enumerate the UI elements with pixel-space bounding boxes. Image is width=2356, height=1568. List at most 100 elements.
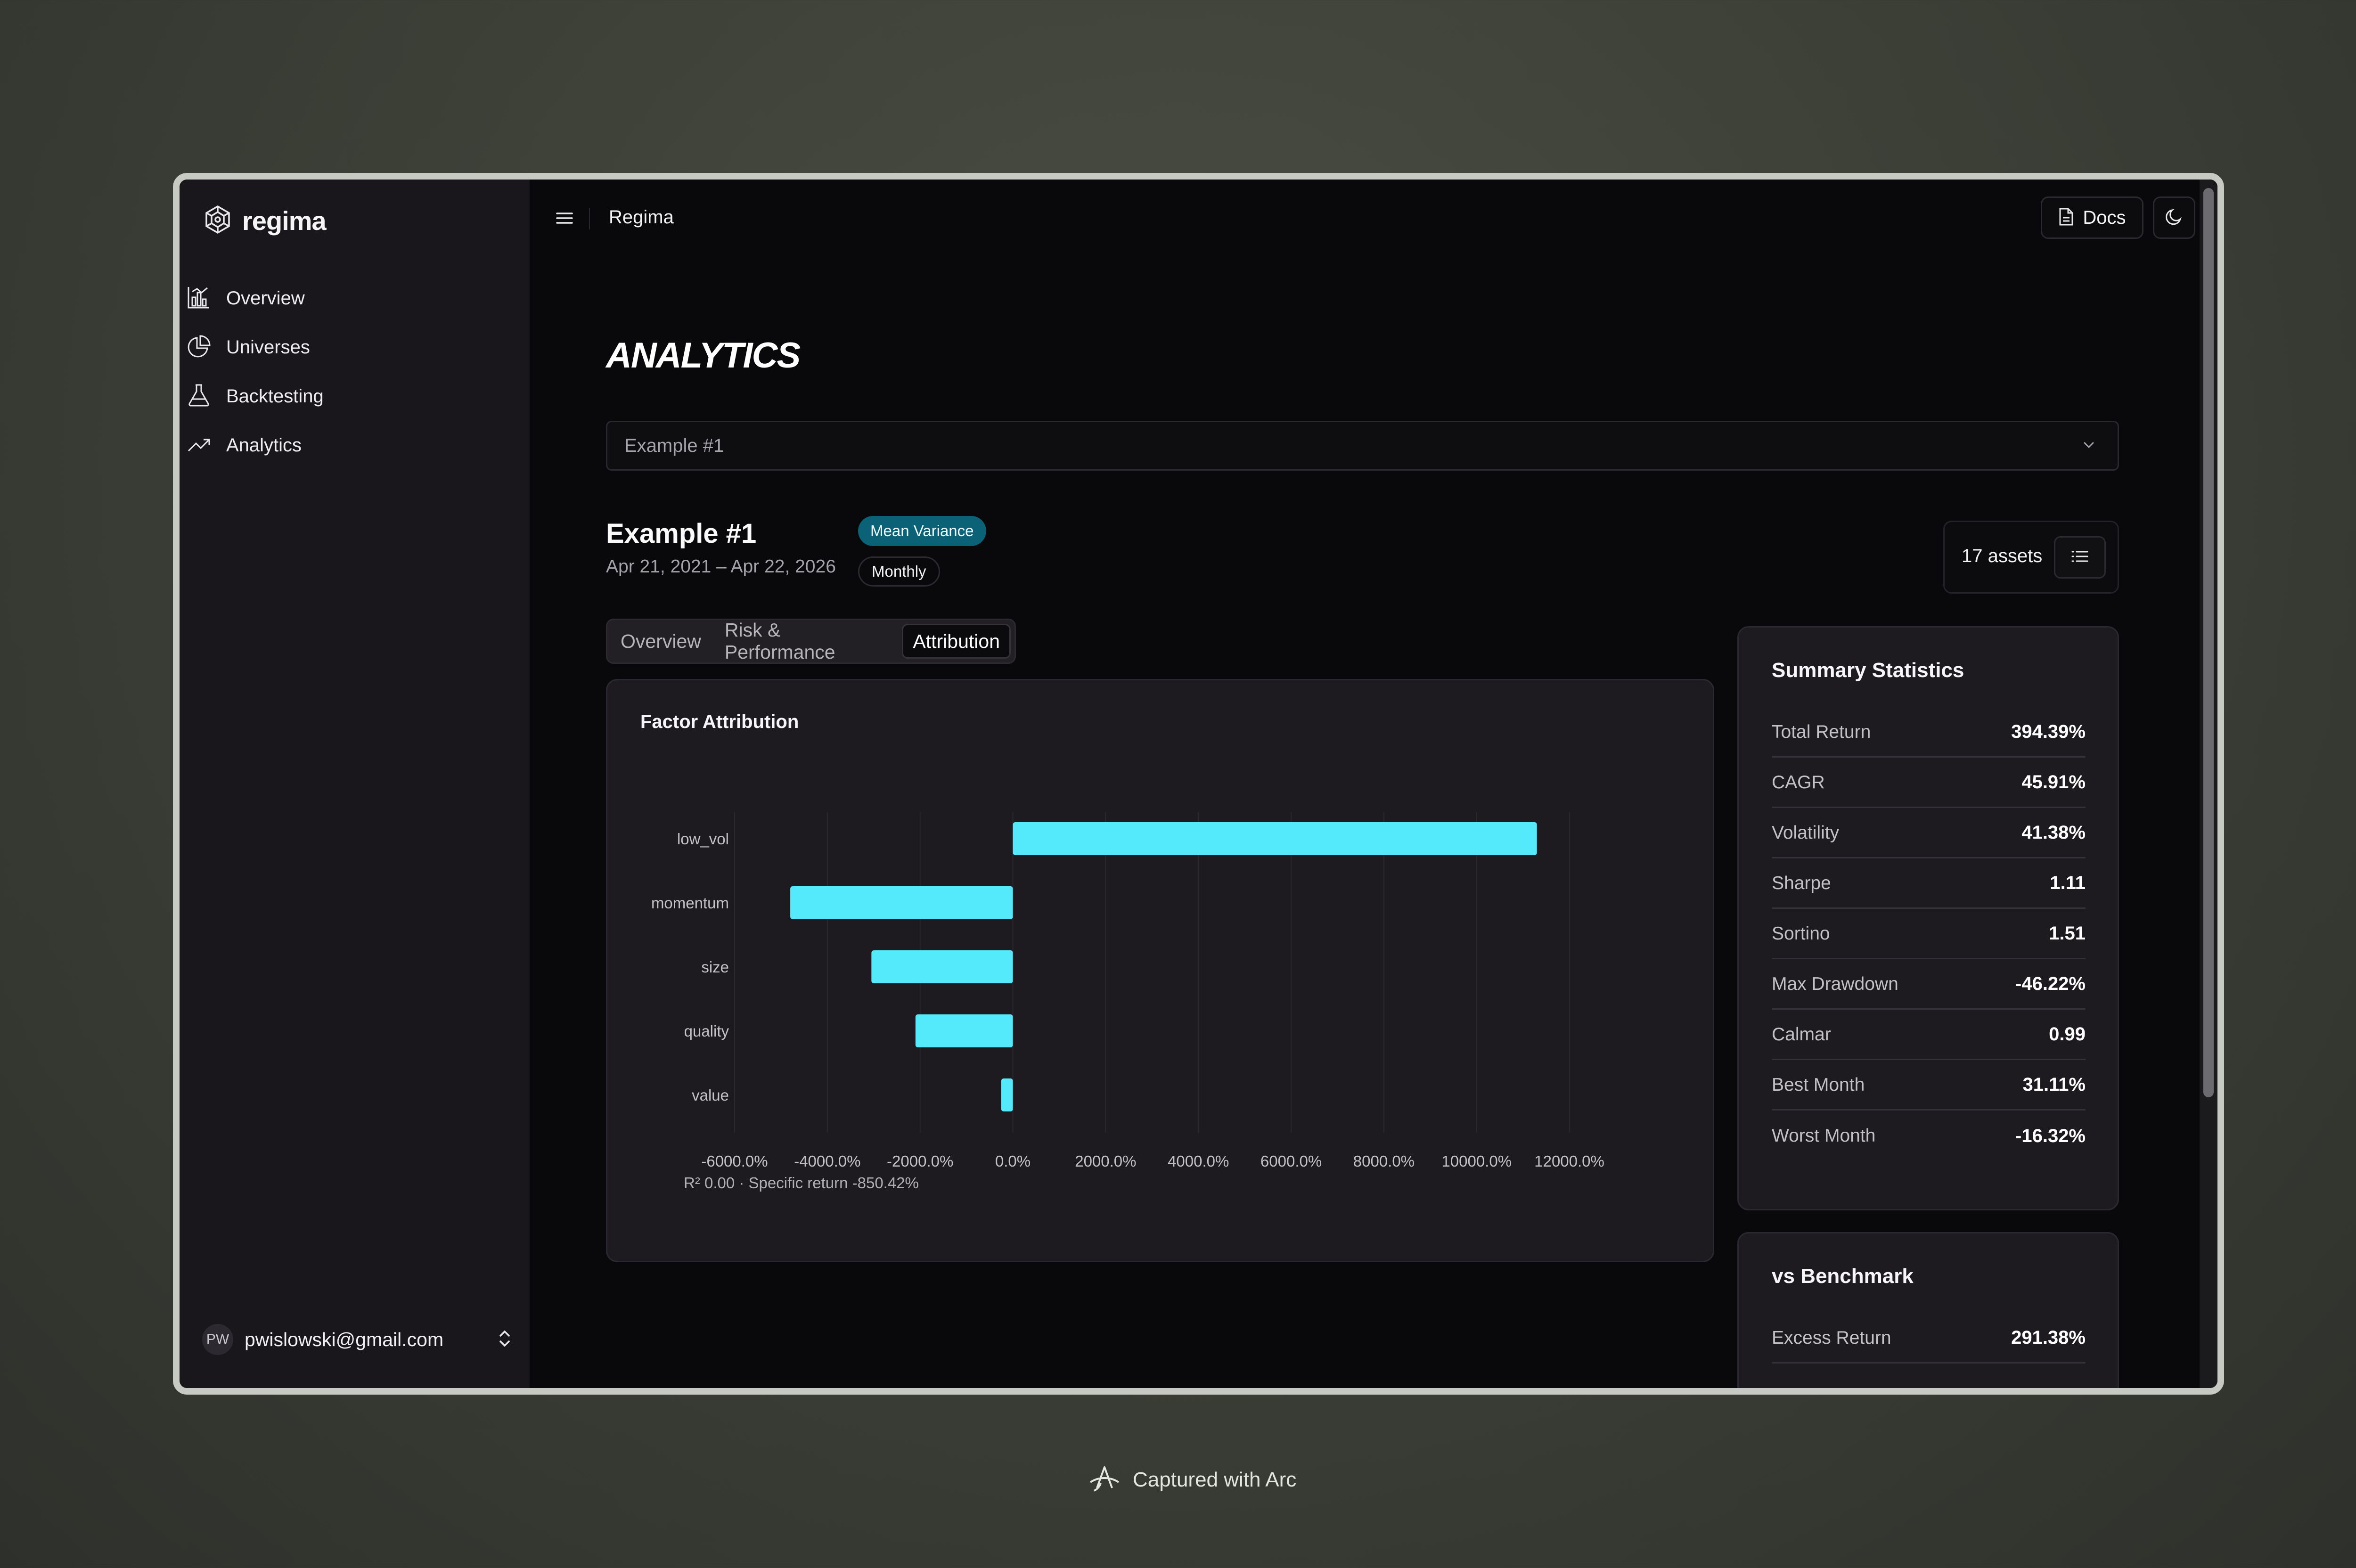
- backtest-dates: Apr 21, 2021 – Apr 22, 2026: [606, 556, 836, 577]
- stat-row-sharpe: Sharpe 1.11: [1772, 859, 2086, 909]
- backtest-select[interactable]: Example #1: [606, 421, 2119, 471]
- arc-logo-icon: [1087, 1463, 1122, 1496]
- stat-row-worst-month: Worst Month -16.32%: [1772, 1111, 2086, 1161]
- x-tick-label: 10000.0%: [1441, 1152, 1512, 1170]
- category-label: value: [692, 1086, 729, 1104]
- stat-row-sortino: Sortino 1.51: [1772, 909, 2086, 959]
- stat-value: 0.99: [2049, 1024, 2086, 1045]
- tab-attribution[interactable]: Attribution: [902, 624, 1011, 659]
- header-divider: [589, 208, 590, 229]
- factor-attribution-chart: -6000.0% -4000.0% -2000.0% 0.0% 2000.0% 4000.…: [651, 812, 1604, 1170]
- stat-value: 1.11: [2050, 873, 2086, 893]
- sidebar-item-label: Overview: [226, 287, 305, 309]
- chevron-up-down-icon: [496, 1328, 513, 1351]
- stat-value: -16.32%: [2015, 1125, 2086, 1146]
- chart-icon: [187, 285, 211, 312]
- sidebar-item-label: Universes: [226, 336, 310, 358]
- main-content: Regima Docs ANALYTICS: [530, 180, 2217, 1388]
- stat-label: Volatility: [1772, 822, 1840, 843]
- capture-footer: Captured with Arc: [1087, 1463, 1296, 1496]
- stat-label: CAGR: [1772, 772, 1825, 792]
- x-tick-label: -2000.0%: [887, 1152, 953, 1170]
- summary-title: Summary Statistics: [1772, 659, 1964, 682]
- stat-label: Calmar: [1772, 1024, 1831, 1045]
- stat-row-cagr: CAGR 45.91%: [1772, 758, 2086, 808]
- scrollbar[interactable]: [2200, 180, 2217, 1388]
- stat-row-calmar: Calmar 0.99: [1772, 1010, 2086, 1060]
- tab-overview[interactable]: Overview: [621, 630, 701, 652]
- stat-value: 394.39%: [2011, 721, 2086, 742]
- x-tick-label: -4000.0%: [794, 1152, 860, 1170]
- flask-icon: [187, 383, 211, 410]
- theme-toggle-button[interactable]: [2153, 196, 2195, 239]
- stat-label: Sortino: [1772, 923, 1830, 944]
- page-title: ANALYTICS: [606, 335, 801, 376]
- stat-value: -46.22%: [2015, 973, 2086, 994]
- capture-label: Captured with Arc: [1133, 1468, 1297, 1491]
- category-label: momentum: [651, 894, 729, 912]
- user-email: pwislowski@gmail.com: [245, 1328, 444, 1350]
- breadcrumb[interactable]: Regima: [609, 207, 674, 228]
- avatar: PW: [202, 1324, 233, 1355]
- sidebar-item-overview[interactable]: Overview: [187, 274, 516, 323]
- stat-value: 1.51: [2049, 923, 2086, 944]
- sidebar-item-label: Backtesting: [226, 385, 324, 407]
- trend-icon: [187, 432, 211, 459]
- sidebar-item-label: Analytics: [226, 434, 302, 456]
- sidebar-item-analytics[interactable]: Analytics: [187, 421, 516, 470]
- bar-quality: [915, 1014, 1013, 1047]
- stat-label: Worst Month: [1772, 1126, 1876, 1146]
- select-value: Example #1: [624, 435, 724, 456]
- pie-icon: [187, 334, 211, 361]
- sidebar-item-universes[interactable]: Universes: [187, 323, 516, 372]
- x-tick-label: 4000.0%: [1168, 1152, 1229, 1170]
- sidebar: regima Overview: [180, 180, 530, 1388]
- stat-value: 45.91%: [2021, 772, 2086, 792]
- assets-summary: 17 assets: [1943, 521, 2119, 594]
- stat-label: Excess Return: [1772, 1327, 1891, 1348]
- stat-row-best-month: Best Month 31.11%: [1772, 1061, 2086, 1111]
- benchmark-title: vs Benchmark: [1772, 1265, 1914, 1288]
- x-tick-label: 12000.0%: [1534, 1152, 1604, 1170]
- user-menu[interactable]: PW pwislowski@gmail.com: [202, 1318, 513, 1361]
- category-label: size: [701, 958, 729, 976]
- x-tick-label: -6000.0%: [701, 1152, 768, 1170]
- scrollbar-thumb[interactable]: [2203, 188, 2214, 1097]
- logo-icon: [203, 204, 233, 237]
- stat-value: 291.38%: [2011, 1327, 2086, 1348]
- factor-attribution-card: Factor Attribution -6000.0% -4000.0% -2000…: [606, 679, 1714, 1262]
- x-tick-label: 8000.0%: [1353, 1152, 1415, 1170]
- asset-list-button[interactable]: [2054, 536, 2106, 579]
- browser-window: regima Overview: [173, 173, 2224, 1395]
- sidebar-item-backtesting[interactable]: Backtesting: [187, 372, 516, 421]
- summary-statistics-card: Summary Statistics Total Return 394.39% …: [1737, 626, 2119, 1210]
- brand[interactable]: regima: [203, 204, 327, 237]
- docs-button[interactable]: Docs: [2041, 196, 2143, 239]
- stat-row-max-drawdown: Max Drawdown -46.22%: [1772, 960, 2086, 1010]
- list-icon: [2070, 548, 2089, 567]
- chart-title: Factor Attribution: [640, 711, 799, 732]
- bar-value: [1001, 1078, 1013, 1111]
- category-label: low_vol: [677, 830, 729, 848]
- stat-row-excess-return: Excess Return 291.38%: [1772, 1314, 2086, 1364]
- brand-name: regima: [242, 206, 327, 236]
- chevron-down-icon: [2081, 437, 2118, 455]
- backtest-name: Example #1: [606, 518, 757, 549]
- sidebar-nav: Overview Universes: [187, 274, 516, 470]
- tab-risk-performance[interactable]: Risk & Performance: [724, 619, 835, 663]
- stat-label: Total Return: [1772, 721, 1871, 742]
- stat-label: Best Month: [1772, 1074, 1865, 1095]
- menu-icon[interactable]: [554, 208, 575, 229]
- bar-low_vol: [1013, 822, 1537, 855]
- bar-momentum: [790, 886, 1013, 919]
- stat-value: 41.38%: [2021, 822, 2086, 843]
- x-tick-label: 0.0%: [995, 1152, 1031, 1170]
- frequency-badge: Monthly: [858, 556, 940, 587]
- stat-label: Sharpe: [1772, 873, 1831, 893]
- stat-row-total-return: Total Return 394.39%: [1772, 708, 2086, 758]
- stat-row-volatility: Volatility 41.38%: [1772, 808, 2086, 858]
- x-tick-label: 2000.0%: [1075, 1152, 1136, 1170]
- strategy-badge: Mean Variance: [858, 516, 986, 546]
- benchmark-card: vs Benchmark Excess Return 291.38%: [1737, 1232, 2119, 1388]
